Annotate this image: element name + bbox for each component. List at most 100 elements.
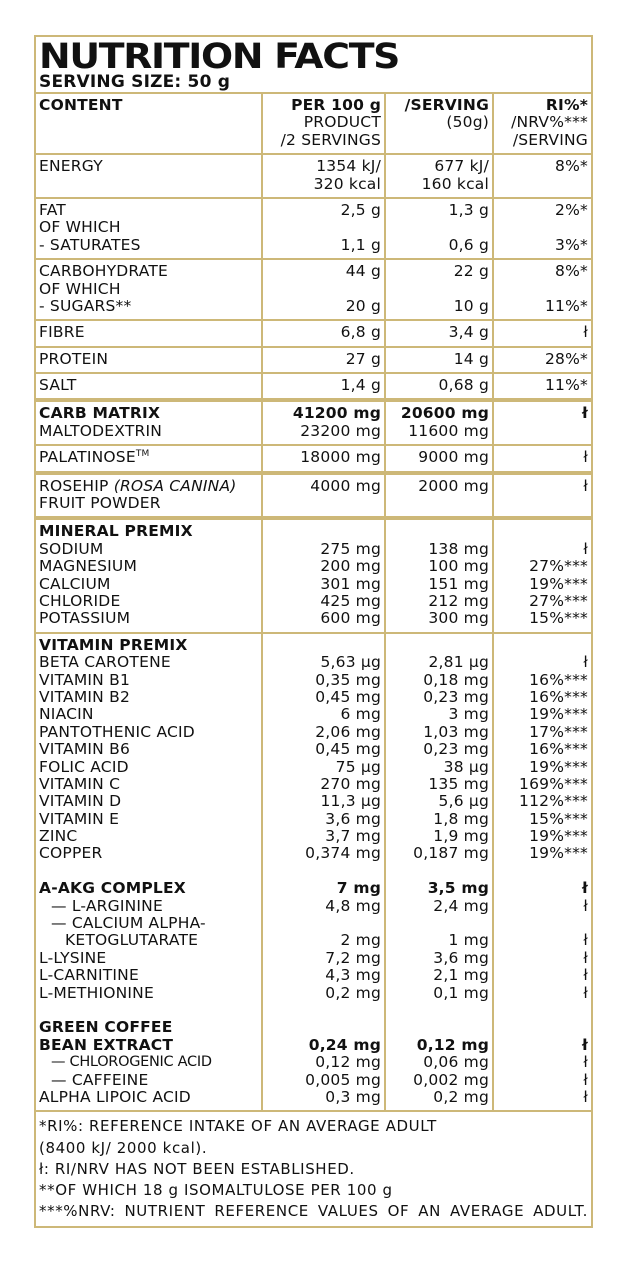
ri-nrv-value (497, 863, 588, 880)
ri-nrv-column: 28%* (494, 348, 591, 372)
value-per-100g: 2,06 mg (266, 723, 381, 741)
nutrient-name-column: MINERAL PREMIX SODIUM MAGNESIUM CALCIUM CHLO… (36, 520, 263, 632)
text: ł (583, 539, 588, 558)
per-serving-column: 9000 mg (386, 446, 494, 471)
text: 270 mg (320, 774, 381, 793)
value-per-100g (266, 1002, 381, 1019)
text: — CAFFEINE (51, 1070, 149, 1089)
text: 0,12 mg (416, 1035, 489, 1054)
value-per-100g: 4,8 mg (266, 897, 381, 915)
table-section: VITAMIN PREMIX BETA CAROTENE VITAMIN B1 VIT… (36, 633, 591, 1113)
text: 600 mg (320, 609, 381, 628)
value-per-serving: 1 mg (389, 932, 489, 949)
value-per-serving: 0,06 mg (389, 1053, 489, 1072)
ri-nrv-value: ł (497, 1070, 588, 1089)
per-100g-column: 1,4 g (263, 374, 386, 399)
value-per-100g: 18000 mg (266, 449, 381, 466)
ri-nrv-column: RI%*/NRV%***/SERVING (494, 94, 591, 153)
text: 38 µg (443, 757, 489, 776)
value-per-serving: (50g) (389, 114, 489, 131)
nutrient-name: PROTEIN (39, 350, 258, 368)
ri-nrv-value (497, 1002, 588, 1019)
text: GREEN COFFEE (39, 1018, 173, 1037)
ri-nrv-value: ł (497, 477, 588, 495)
value-per-serving: 2000 mg (389, 477, 489, 495)
value-per-serving: 151 mg (389, 574, 489, 593)
nutrient-name (39, 132, 258, 149)
per-serving-column: 0,68 g (386, 374, 494, 399)
nutrient-name: VITAMIN C (39, 775, 258, 793)
nutrient-name: — L-ARGININE (39, 897, 258, 915)
text: 2 mg (340, 931, 381, 950)
nutrient-name-column: ENERGY (36, 155, 263, 197)
per-serving-column: 1,3 g 0,6 g (386, 198, 494, 259)
nutrient-name: VITAMIN E (39, 810, 258, 828)
text: 0,24 mg (308, 1035, 381, 1054)
ri-nrv-value: 8%* (497, 262, 588, 280)
text: ł (583, 1070, 588, 1089)
ri-nrv-column: ł (494, 402, 591, 444)
value-per-serving (389, 1002, 489, 1019)
text: L-CARNITINE (39, 966, 139, 985)
text: 16%*** (529, 740, 588, 759)
nutrient-name: — CALCIUM ALPHA- (39, 914, 258, 932)
value-per-serving (389, 1019, 489, 1036)
text: - SATURATES (39, 235, 141, 254)
text: FRUIT POWDER (39, 494, 161, 513)
per-serving-column: 22 g 10 g (386, 260, 494, 320)
text: /2 SERVINGS (280, 130, 381, 149)
text: 17%*** (529, 722, 588, 741)
value-per-100g: 1354 kJ/ (266, 157, 381, 176)
nutrient-name: POTASSIUM (39, 610, 258, 627)
text: 19%*** (529, 574, 588, 593)
text: 151 mg (428, 574, 489, 593)
text: 0,374 mg (305, 844, 381, 863)
text: 0,6 g (448, 235, 489, 254)
text: ł (583, 966, 588, 985)
text: POTASSIUM (39, 609, 131, 628)
nutrient-name: MINERAL PREMIX (39, 523, 258, 540)
text: RI%* (545, 96, 588, 114)
nutrient-name: MAGNESIUM (39, 558, 258, 575)
text: 3,6 mg (325, 809, 381, 828)
value-per-100g (266, 637, 381, 654)
text: 14 g (453, 349, 489, 368)
text: - SUGARS** (39, 296, 132, 315)
ri-nrv-column: 8%* (494, 155, 591, 197)
value-per-100g: 23200 mg (266, 422, 381, 440)
text: 301 mg (320, 574, 381, 593)
footnote: ł: RI/NRV HAS NOT BEEN ESTABLISHED. (39, 1159, 355, 1178)
per-serving-column: 2000 mg (386, 474, 494, 517)
text: 1,8 mg (433, 809, 489, 828)
title-area: NUTRITION FACTS SERVING SIZE: 50 g (36, 37, 591, 94)
text: MAGNESIUM (39, 557, 138, 576)
text: BEAN EXTRACT (39, 1035, 174, 1054)
value-per-100g (266, 1019, 381, 1036)
nutrient-name: OF WHICH (39, 280, 258, 298)
text: 16%*** (529, 687, 588, 706)
ri-nrv-column: 8%* 11%* (494, 260, 591, 319)
table-section: FAT OF WHICH - SATURATES 2,5 g 1,1 g 1,3 g 0,6… (36, 198, 591, 261)
text: 19%*** (529, 827, 588, 846)
ri-nrv-value: ł (497, 932, 588, 949)
ri-nrv-value: 19%*** (497, 845, 588, 862)
text: ENERGY (39, 157, 103, 176)
text: 0,06 mg (423, 1053, 489, 1072)
text: ł (583, 653, 588, 672)
text: 1354 kJ/ (316, 157, 381, 176)
value-per-serving: 3,6 mg (389, 949, 489, 967)
label-title: NUTRITION FACTS (39, 37, 400, 77)
value-per-100g (266, 281, 381, 298)
text: 300 mg (428, 609, 489, 628)
text: 19%*** (529, 844, 588, 863)
value-per-serving (389, 915, 489, 932)
footnote: ***%NRV: NUTRIENT REFERENCE VALUES OF AN… (39, 1202, 588, 1221)
text: ł (583, 948, 588, 967)
value-per-100g: PER 100 g (266, 96, 381, 114)
value-per-100g: 0,374 mg (266, 845, 381, 862)
text: 4000 mg (310, 476, 381, 495)
text: (50g) (446, 113, 489, 132)
value-per-serving: 3,4 g (389, 324, 489, 341)
text: 320 kcal (313, 174, 381, 193)
value-per-100g: 0,45 mg (266, 688, 381, 706)
